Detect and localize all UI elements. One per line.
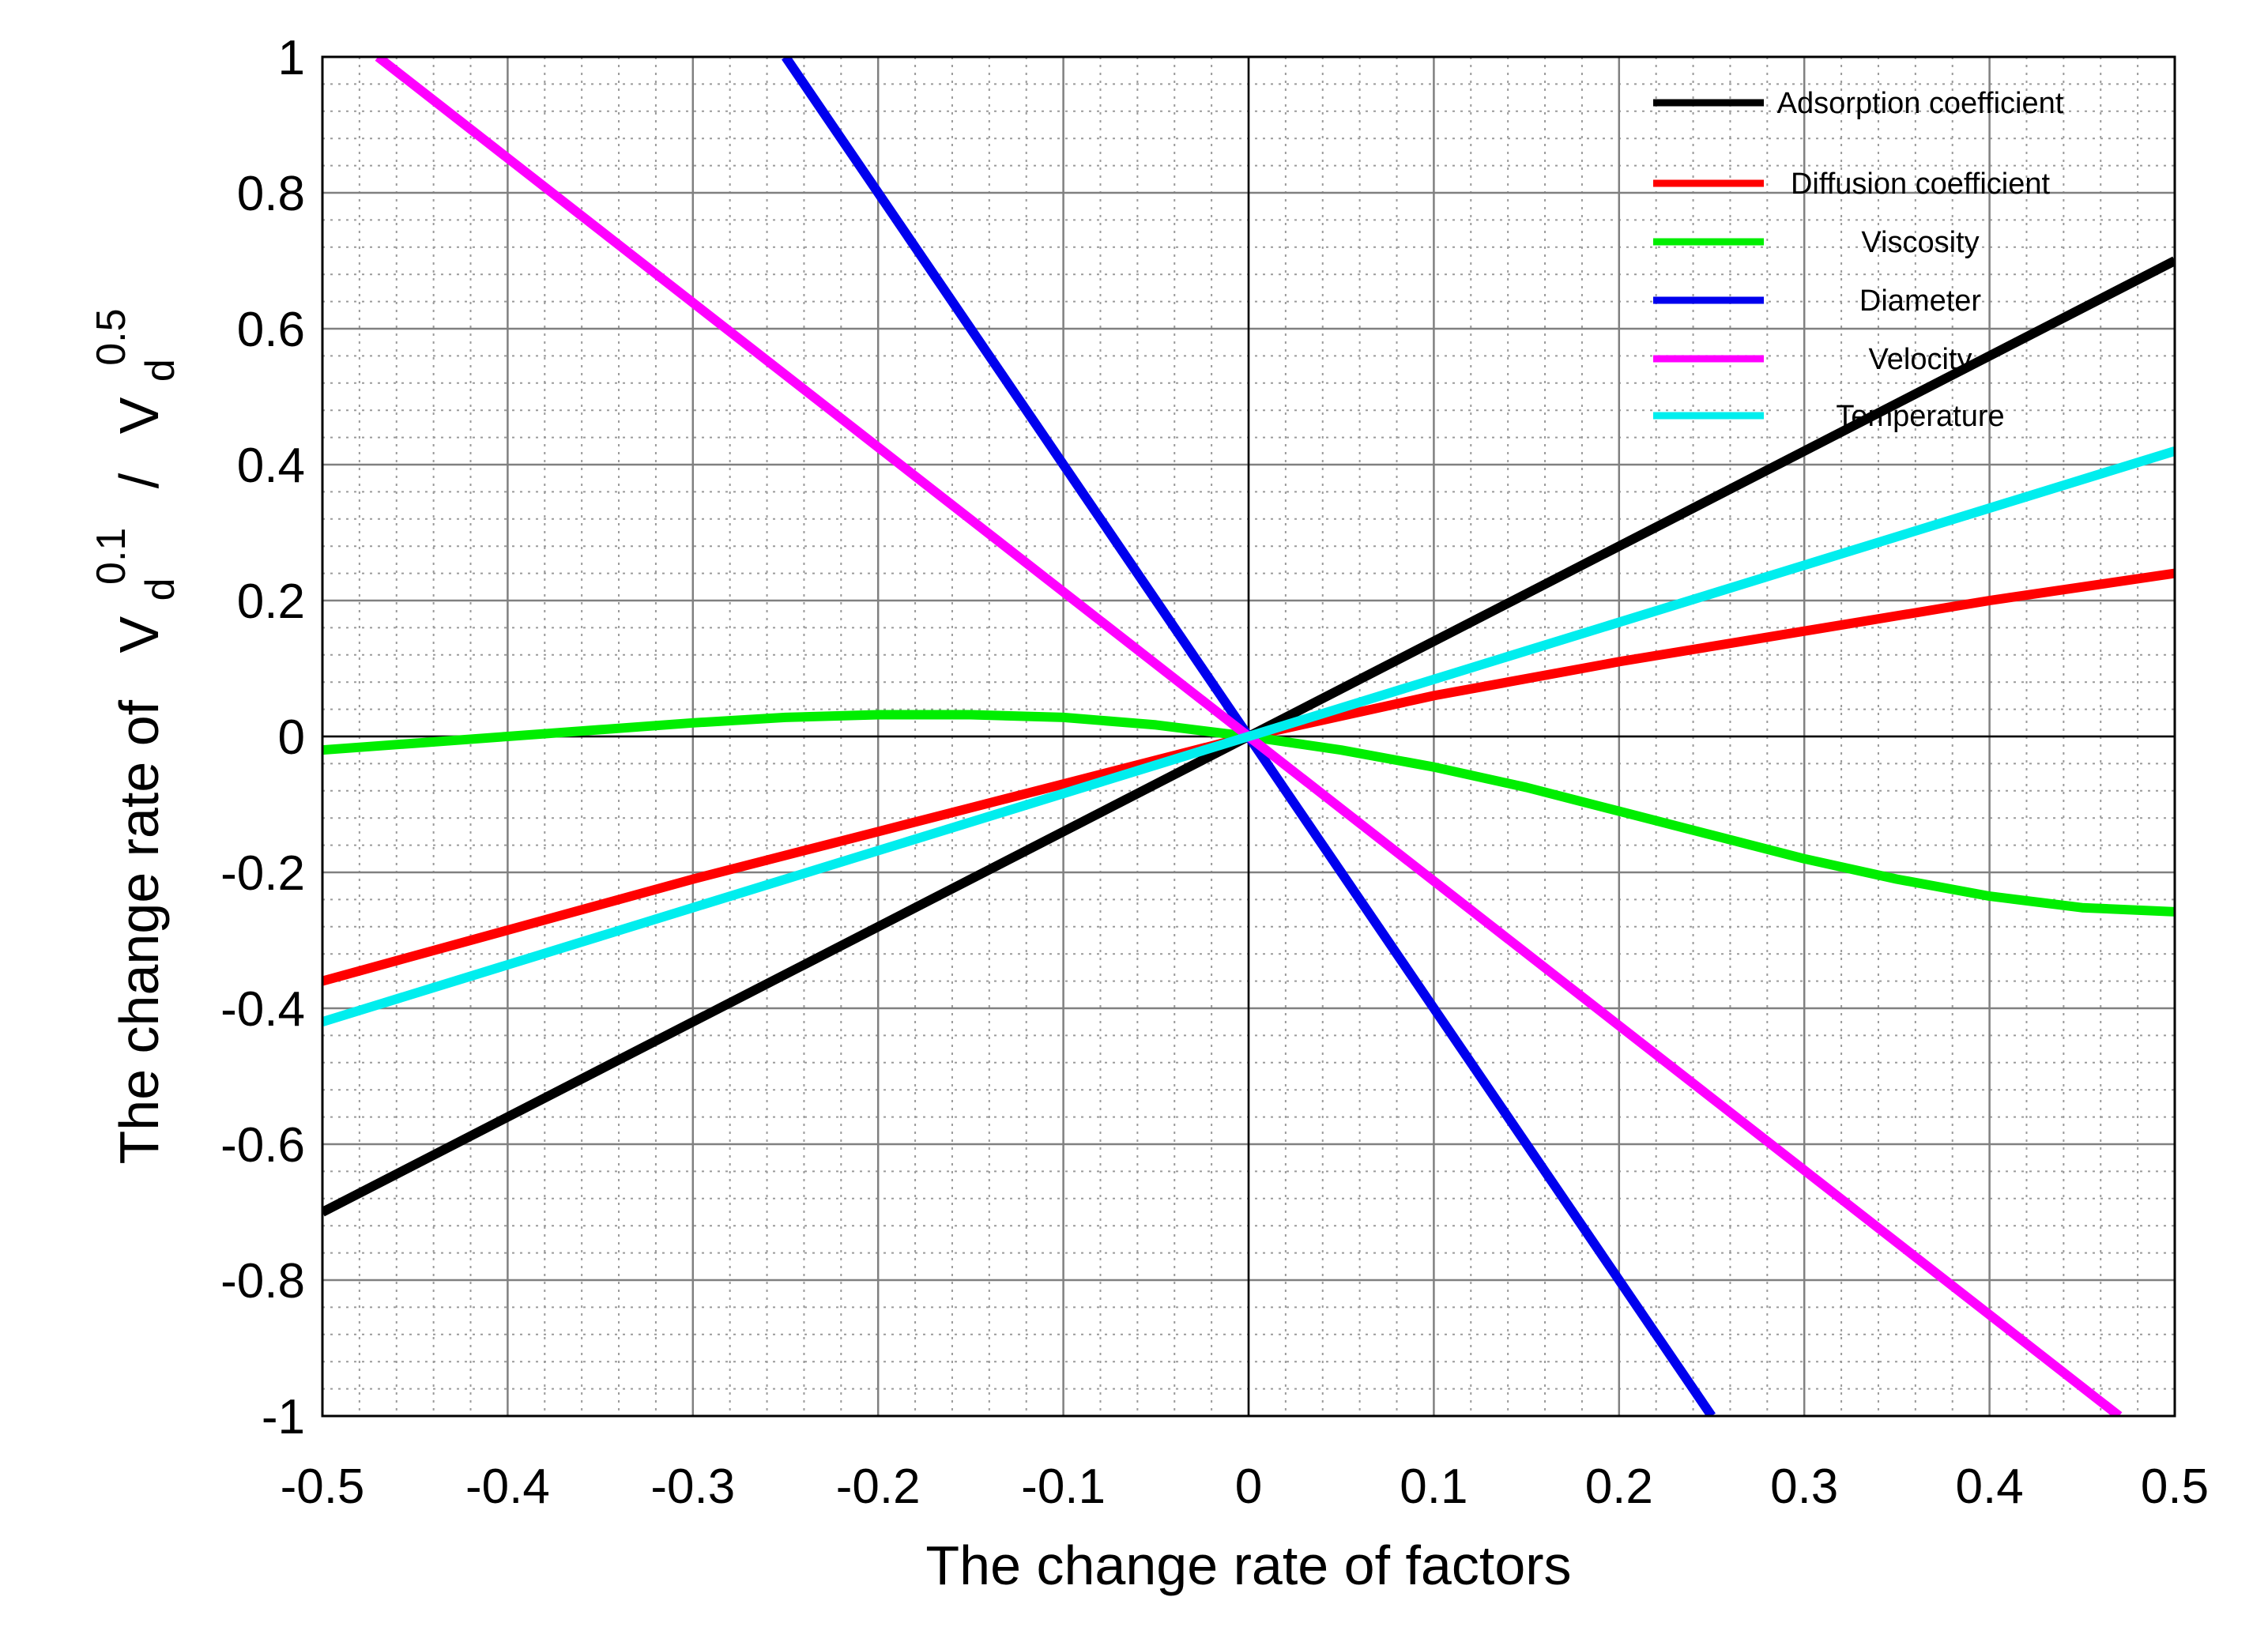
y-tick-label: 0 — [278, 710, 305, 765]
y-axis-title-numerator-superscript: 0.1 — [89, 528, 134, 585]
x-tick-label: -0.5 — [281, 1459, 365, 1514]
y-axis-title: The change rate of V d 0.1 / V d 0.5 — [75, 308, 186, 1164]
legend: Adsorption coefficient Diffusion coeffici… — [1653, 87, 2064, 433]
x-tick-label: 0.2 — [1585, 1459, 1653, 1514]
x-tick-labels: -0.5 -0.4 -0.3 -0.2 -0.1 0 0.1 0.2 0.3 0.4 0.5 — [281, 1459, 2210, 1514]
y-tick-label: -0.6 — [220, 1118, 305, 1173]
y-tick-label: -1 — [262, 1390, 305, 1444]
y-axis-title-denominator-subscript: d — [138, 359, 183, 382]
legend-label-adsorption-coefficient: Adsorption coefficient — [1777, 87, 2064, 120]
y-axis-title-numerator-subscript: d — [138, 578, 183, 601]
x-tick-label: 0.3 — [1770, 1459, 1838, 1514]
x-tick-label: 0.5 — [2141, 1459, 2209, 1514]
x-tick-label: 0.1 — [1400, 1459, 1467, 1514]
y-tick-label: 1 — [278, 31, 305, 85]
y-axis-title-numerator-base: V — [108, 616, 170, 653]
y-tick-label: -0.2 — [220, 846, 305, 901]
x-tick-label: -0.1 — [1021, 1459, 1106, 1514]
legend-label-viscosity: Viscosity — [1861, 226, 1979, 259]
y-axis-title-denominator-superscript: 0.5 — [89, 308, 134, 365]
x-tick-label: -0.3 — [650, 1459, 735, 1514]
legend-label-diffusion-coefficient: Diffusion coefficient — [1791, 168, 2051, 201]
legend-label-temperature: Temperature — [1836, 400, 2004, 433]
y-tick-label: -0.8 — [220, 1254, 305, 1309]
x-tick-label: -0.2 — [836, 1459, 921, 1514]
y-tick-label: 0.8 — [237, 167, 305, 221]
plot-area-frame — [321, 55, 2176, 1418]
y-axis-title-prefix: The change rate of — [108, 699, 170, 1164]
y-tick-label: 0.2 — [237, 574, 305, 629]
y-tick-labels: 1 0.8 0.6 0.4 0.2 0 -0.2 -0.4 -0.6 -0.8 -1 — [220, 31, 305, 1444]
y-axis-title-divider: / — [108, 473, 170, 488]
legend-label-velocity: Velocity — [1869, 343, 1972, 376]
x-tick-label: 0.4 — [1955, 1459, 2023, 1514]
series-lines — [322, 57, 2175, 1416]
x-tick-label: 0 — [1235, 1459, 1262, 1514]
legend-label-diameter: Diameter — [1859, 284, 1981, 318]
x-tick-label: -0.4 — [465, 1459, 550, 1514]
x-axis-title: The change rate of factors — [925, 1535, 1571, 1596]
y-tick-label: -0.4 — [220, 982, 305, 1037]
y-tick-label: 0.4 — [237, 439, 305, 493]
y-tick-label: 0.6 — [237, 303, 305, 357]
y-axis-title-denominator-base: V — [108, 397, 170, 434]
series-line-temperature — [322, 446, 2175, 1026]
